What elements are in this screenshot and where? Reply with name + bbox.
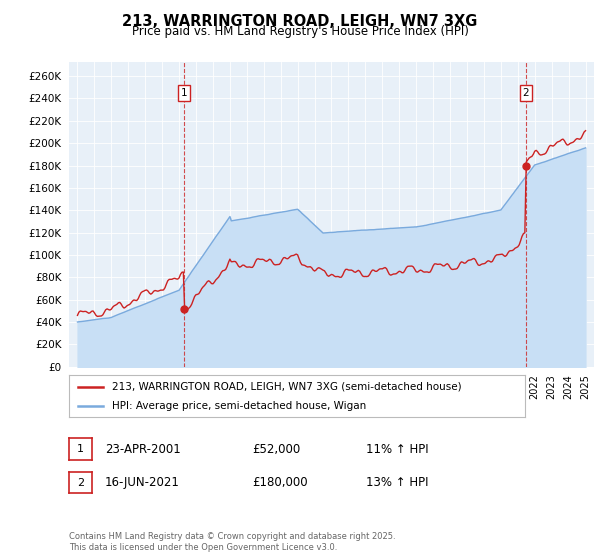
Text: £180,000: £180,000 [252, 476, 308, 489]
Text: 2: 2 [77, 478, 84, 488]
Text: 23-APR-2001: 23-APR-2001 [105, 442, 181, 456]
Text: 213, WARRINGTON ROAD, LEIGH, WN7 3XG (semi-detached house): 213, WARRINGTON ROAD, LEIGH, WN7 3XG (se… [112, 382, 462, 392]
Text: Contains HM Land Registry data © Crown copyright and database right 2025.
This d: Contains HM Land Registry data © Crown c… [69, 532, 395, 552]
Text: HPI: Average price, semi-detached house, Wigan: HPI: Average price, semi-detached house,… [112, 402, 367, 411]
Text: £52,000: £52,000 [252, 442, 300, 456]
Text: 16-JUN-2021: 16-JUN-2021 [105, 476, 180, 489]
Text: 1: 1 [77, 444, 84, 454]
Text: Price paid vs. HM Land Registry's House Price Index (HPI): Price paid vs. HM Land Registry's House … [131, 25, 469, 38]
Text: 2: 2 [523, 88, 529, 98]
Text: 11% ↑ HPI: 11% ↑ HPI [366, 442, 428, 456]
Text: 1: 1 [181, 88, 187, 98]
Text: 213, WARRINGTON ROAD, LEIGH, WN7 3XG: 213, WARRINGTON ROAD, LEIGH, WN7 3XG [122, 14, 478, 29]
Text: 13% ↑ HPI: 13% ↑ HPI [366, 476, 428, 489]
